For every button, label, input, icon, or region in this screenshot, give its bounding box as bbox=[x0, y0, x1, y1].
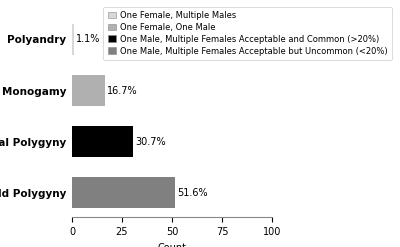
Text: 30.7%: 30.7% bbox=[135, 137, 166, 147]
X-axis label: Count: Count bbox=[158, 243, 186, 247]
Legend: One Female, Multiple Males, One Female, One Male, One Male, Multiple Females Acc: One Female, Multiple Males, One Female, … bbox=[103, 7, 392, 60]
Bar bbox=[72, 24, 74, 55]
Text: 16.7%: 16.7% bbox=[107, 85, 138, 96]
Text: 51.6%: 51.6% bbox=[177, 188, 208, 198]
Bar bbox=[72, 177, 175, 208]
Bar bbox=[72, 75, 106, 106]
Bar bbox=[72, 126, 134, 157]
Text: 1.1%: 1.1% bbox=[76, 34, 100, 44]
